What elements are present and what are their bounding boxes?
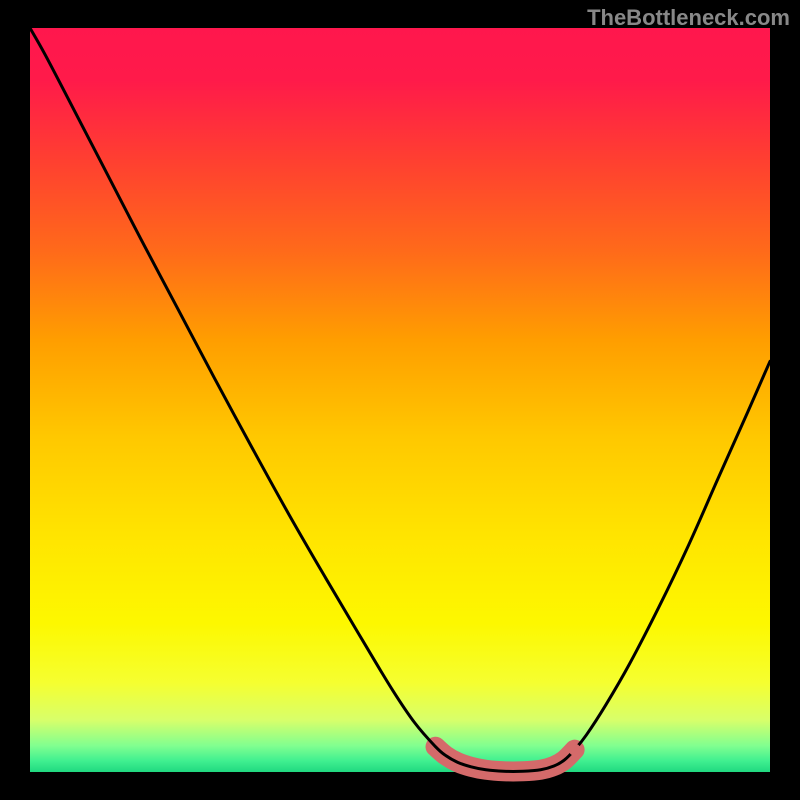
chart-container: TheBottleneck.com — [0, 0, 800, 800]
plot-background — [30, 28, 770, 772]
watermark-text: TheBottleneck.com — [587, 5, 790, 31]
marker-dot — [569, 744, 581, 756]
bottleneck-chart — [0, 0, 800, 800]
